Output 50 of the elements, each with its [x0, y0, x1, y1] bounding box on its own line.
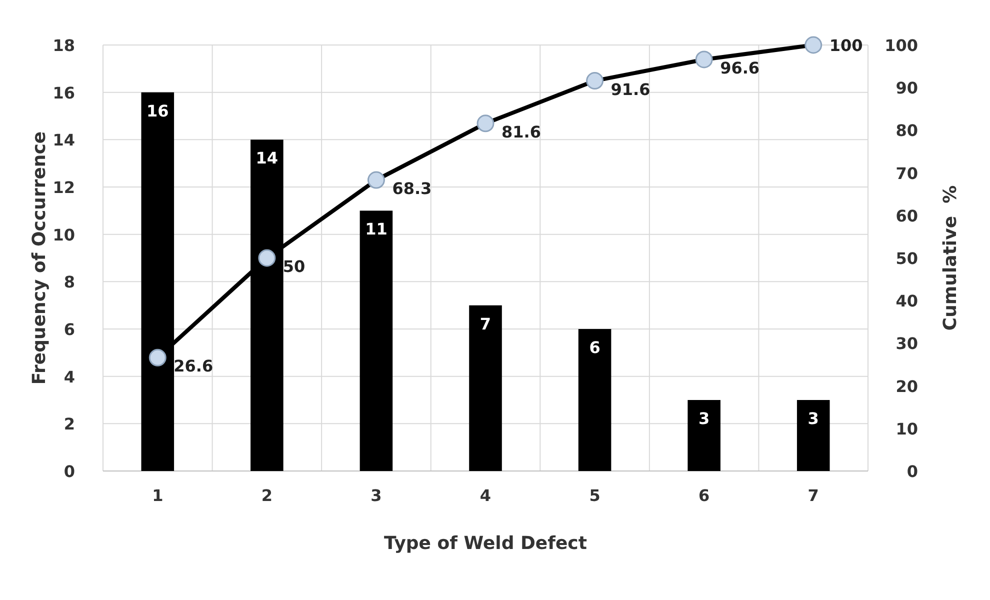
x-axis-title: Type of Weld Defect	[384, 533, 588, 554]
bar	[688, 400, 720, 471]
y-tick-label: 8	[64, 272, 75, 292]
y-tick-label: 0	[64, 462, 75, 481]
y2-tick-label: 30	[896, 334, 918, 354]
y2-tick-label: 100	[884, 36, 918, 55]
data-label: 100	[829, 36, 863, 55]
y2-tick-label: 60	[896, 206, 918, 226]
x-tick-label: 4	[480, 486, 492, 505]
x-tick-label: 2	[261, 486, 272, 505]
data-label: 6	[589, 338, 600, 357]
y-tick-label: 10	[52, 225, 75, 244]
y2-axis-title: Cumulative %	[940, 185, 961, 331]
y2-tick-label: 80	[896, 121, 918, 140]
bar	[360, 210, 393, 471]
data-label: 7	[480, 314, 492, 334]
data-label: 50	[282, 257, 306, 276]
y2-tick-label: 40	[896, 292, 918, 311]
x-tick-label: 5	[589, 486, 600, 505]
data-label: 91.6	[610, 80, 650, 99]
data-label: 16	[146, 101, 169, 120]
y-tick-label: 4	[64, 367, 75, 386]
x-tick-label: 3	[370, 486, 382, 505]
bar	[469, 305, 502, 471]
data-label: 96.6	[720, 58, 760, 78]
y2-tick-label: 50	[896, 249, 918, 268]
data-label: 26.6	[174, 356, 214, 376]
data-label: 3	[808, 409, 819, 428]
y2-tick-label: 0	[906, 462, 918, 481]
x-tick-label: 6	[698, 486, 710, 505]
y2-tick-label: 10	[896, 419, 918, 438]
y2-tick-label: 70	[896, 164, 918, 183]
y-tick-label: 2	[64, 414, 75, 434]
y2-tick-label: 90	[896, 78, 918, 98]
y-tick-label: 12	[52, 178, 75, 197]
y2-tick-label: 20	[896, 376, 918, 396]
y-axis-title: Frequency of Occurrence	[29, 131, 50, 385]
data-label: 3	[698, 409, 710, 428]
data-label: 68.3	[392, 179, 432, 198]
y-tick-label: 6	[64, 320, 75, 339]
bar	[796, 400, 830, 471]
x-tick-label: 1	[152, 486, 164, 505]
data-label: 11	[365, 220, 388, 239]
y-tick-label: 14	[52, 130, 75, 150]
x-tick-label: 7	[808, 486, 819, 505]
data-label: 81.6	[502, 122, 541, 142]
bar	[578, 329, 612, 471]
y-tick-label: 16	[52, 83, 75, 102]
y-tick-label: 18	[52, 36, 75, 55]
data-label: 14	[256, 148, 278, 168]
